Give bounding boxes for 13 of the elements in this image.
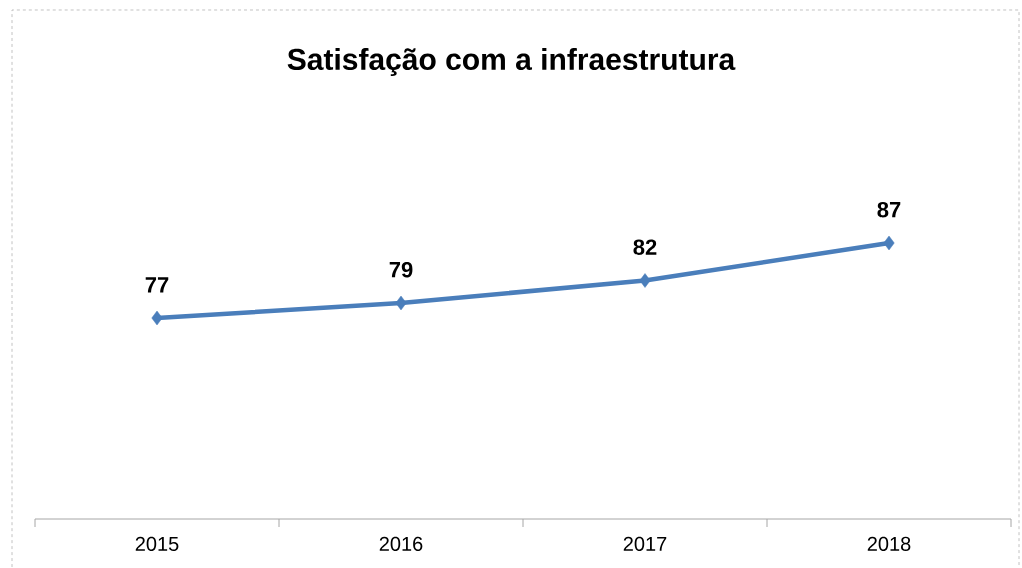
x-tick-label: 2015: [135, 536, 179, 551]
point: [883, 235, 895, 251]
data-label: 79: [389, 261, 413, 278]
point: [151, 310, 163, 326]
chart-title: Satisfação com a infraestrutura: [287, 48, 736, 76]
x-tick-label: 2017: [623, 536, 667, 551]
x-tick-label: 2018: [867, 536, 911, 551]
point: [395, 295, 407, 311]
data-label: 87: [877, 201, 901, 218]
point: [639, 273, 651, 288]
data-label: 82: [633, 239, 657, 255]
data-label: 77: [145, 277, 169, 293]
x-tick-label: 2016: [379, 536, 423, 551]
